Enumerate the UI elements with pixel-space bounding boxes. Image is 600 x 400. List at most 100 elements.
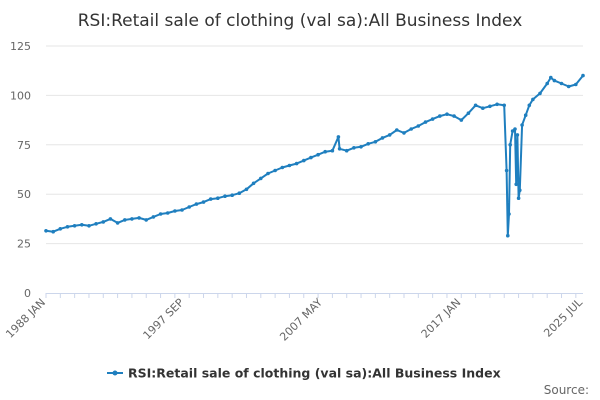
data-point[interactable] bbox=[273, 168, 277, 173]
data-point[interactable] bbox=[513, 127, 517, 131]
data-point[interactable] bbox=[123, 218, 127, 222]
data-point[interactable] bbox=[366, 142, 371, 146]
legend[interactable]: RSI:Retail sale of clothing (val sa):All… bbox=[107, 366, 501, 381]
data-point[interactable] bbox=[58, 227, 63, 231]
data-point[interactable] bbox=[180, 208, 184, 212]
data-point[interactable] bbox=[230, 193, 234, 197]
data-point[interactable] bbox=[495, 102, 499, 107]
y-tick-label: 25 bbox=[17, 238, 31, 251]
data-point[interactable] bbox=[158, 212, 163, 216]
data-point[interactable] bbox=[473, 103, 478, 108]
data-point[interactable] bbox=[330, 148, 335, 153]
data-point[interactable] bbox=[520, 123, 524, 127]
data-point[interactable] bbox=[115, 221, 120, 225]
x-tick-label: 1988 JAN bbox=[3, 296, 48, 341]
data-point[interactable] bbox=[523, 113, 528, 117]
data-point[interactable] bbox=[502, 103, 507, 108]
y-tick-label: 50 bbox=[17, 188, 31, 201]
data-point[interactable] bbox=[208, 197, 213, 201]
data-point[interactable] bbox=[574, 82, 578, 87]
series-line[interactable] bbox=[45, 74, 584, 237]
data-point[interactable] bbox=[514, 182, 518, 187]
data-point[interactable] bbox=[65, 225, 70, 229]
data-point[interactable] bbox=[507, 212, 511, 216]
data-point[interactable] bbox=[581, 73, 585, 78]
data-point[interactable] bbox=[373, 140, 378, 144]
data-point[interactable] bbox=[344, 148, 349, 153]
data-point[interactable] bbox=[137, 216, 141, 220]
data-point[interactable] bbox=[101, 220, 106, 224]
data-point[interactable] bbox=[337, 147, 342, 151]
data-point[interactable] bbox=[352, 146, 356, 150]
data-point[interactable] bbox=[515, 133, 520, 137]
data-point[interactable] bbox=[87, 224, 91, 228]
data-point[interactable] bbox=[237, 191, 242, 195]
data-point[interactable] bbox=[72, 224, 77, 228]
data-point[interactable] bbox=[545, 81, 549, 86]
data-point[interactable] bbox=[423, 120, 428, 124]
y-tick-label: 0 bbox=[24, 287, 31, 300]
data-point[interactable] bbox=[527, 103, 532, 108]
x-tick-label: 2007 MAY bbox=[277, 296, 325, 344]
data-point[interactable] bbox=[51, 229, 55, 234]
data-point[interactable] bbox=[309, 155, 313, 160]
data-point[interactable] bbox=[251, 181, 256, 186]
data-point[interactable] bbox=[459, 118, 464, 122]
data-point[interactable] bbox=[94, 222, 98, 226]
data-point[interactable] bbox=[438, 114, 442, 118]
data-point[interactable] bbox=[380, 136, 385, 140]
data-point[interactable] bbox=[531, 97, 535, 102]
legend-item-series: RSI:Retail sale of clothing (val sa):All… bbox=[128, 366, 501, 381]
data-point[interactable] bbox=[445, 112, 449, 116]
data-point[interactable] bbox=[80, 223, 84, 227]
data-point[interactable] bbox=[201, 200, 206, 204]
data-point[interactable] bbox=[44, 229, 48, 233]
data-point[interactable] bbox=[244, 187, 249, 192]
data-point[interactable] bbox=[552, 78, 557, 83]
data-point[interactable] bbox=[549, 75, 553, 80]
data-point[interactable] bbox=[538, 91, 542, 96]
data-point[interactable] bbox=[294, 161, 299, 166]
data-point[interactable] bbox=[504, 168, 509, 173]
x-tick-label: 1997 SEP bbox=[141, 296, 187, 342]
data-point[interactable] bbox=[430, 117, 435, 121]
data-point[interactable] bbox=[316, 152, 320, 157]
data-point[interactable] bbox=[452, 114, 456, 118]
data-point[interactable] bbox=[402, 131, 406, 135]
data-point[interactable] bbox=[223, 194, 227, 198]
data-point[interactable] bbox=[359, 145, 363, 149]
data-point[interactable] bbox=[395, 128, 399, 132]
data-point[interactable] bbox=[194, 202, 199, 206]
data-point[interactable] bbox=[287, 163, 292, 168]
data-point[interactable] bbox=[508, 143, 512, 147]
data-point[interactable] bbox=[566, 84, 571, 89]
data-point[interactable] bbox=[280, 165, 285, 170]
data-point[interactable] bbox=[559, 81, 564, 86]
data-point[interactable] bbox=[409, 127, 414, 131]
data-point[interactable] bbox=[187, 205, 191, 209]
data-point[interactable] bbox=[416, 124, 421, 128]
data-point[interactable] bbox=[481, 106, 485, 110]
x-tick-label: 2025 JUL bbox=[541, 295, 585, 339]
data-point[interactable] bbox=[506, 233, 510, 238]
data-point[interactable] bbox=[165, 211, 170, 215]
data-point[interactable] bbox=[466, 111, 471, 115]
data-point[interactable] bbox=[516, 196, 521, 200]
data-point[interactable] bbox=[488, 104, 492, 109]
data-point[interactable] bbox=[130, 217, 134, 221]
data-point[interactable] bbox=[518, 188, 522, 192]
x-tick-label: 2017 JAN bbox=[419, 296, 464, 341]
data-point[interactable] bbox=[144, 218, 148, 222]
data-point[interactable] bbox=[108, 217, 113, 221]
data-point[interactable] bbox=[510, 129, 515, 133]
data-point[interactable] bbox=[336, 135, 341, 139]
data-point[interactable] bbox=[151, 215, 156, 219]
data-point[interactable] bbox=[266, 171, 270, 176]
data-point[interactable] bbox=[173, 209, 177, 213]
data-point[interactable] bbox=[216, 196, 220, 200]
data-point[interactable] bbox=[323, 149, 328, 154]
data-point[interactable] bbox=[302, 158, 306, 163]
data-point[interactable] bbox=[259, 176, 263, 181]
data-point[interactable] bbox=[387, 133, 392, 137]
